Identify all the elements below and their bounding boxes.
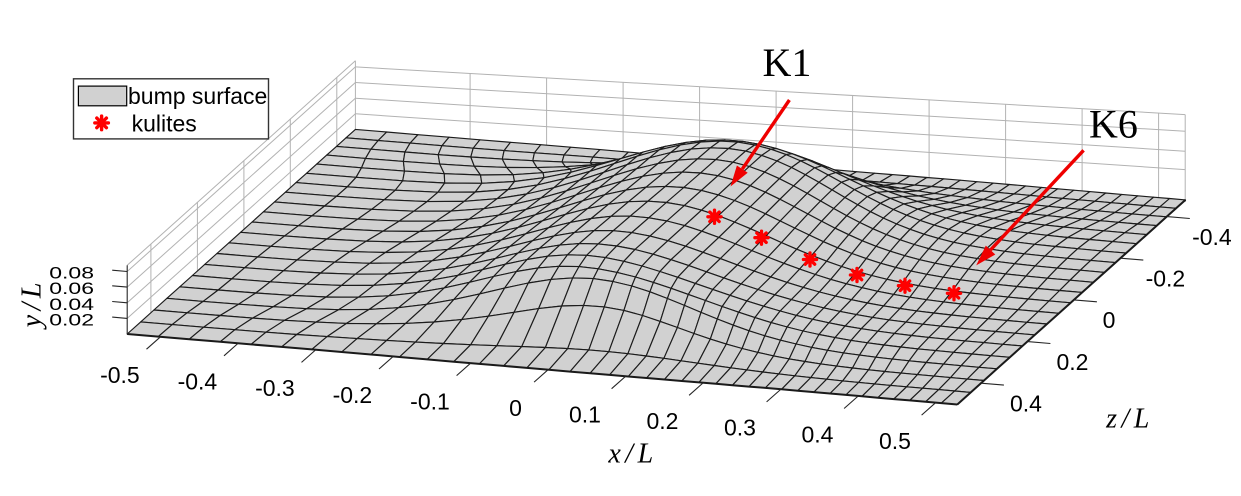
svg-text:0.4: 0.4: [802, 421, 834, 447]
svg-text:-0.1: -0.1: [410, 388, 450, 414]
svg-text:0.5: 0.5: [879, 428, 911, 454]
svg-text:-0.3: -0.3: [255, 375, 295, 401]
svg-text:-0.2: -0.2: [1146, 265, 1186, 291]
svg-text:K1: K1: [763, 40, 812, 85]
svg-text:bump surface: bump surface: [128, 83, 267, 109]
svg-text:0.2: 0.2: [1057, 349, 1089, 375]
svg-text:0: 0: [1103, 307, 1116, 333]
svg-text:x/L: x/L: [607, 439, 657, 470]
svg-text:0: 0: [509, 395, 522, 421]
svg-text:0.4: 0.4: [1010, 390, 1042, 416]
svg-text:0.3: 0.3: [724, 415, 756, 441]
svg-text:0.02: 0.02: [49, 311, 94, 330]
svg-text:0.1: 0.1: [569, 402, 601, 428]
svg-text:-0.2: -0.2: [333, 382, 373, 408]
svg-text:y/L: y/L: [17, 278, 48, 330]
svg-text:z/L: z/L: [1105, 404, 1154, 435]
svg-text:0.2: 0.2: [647, 408, 679, 434]
svg-text:K6: K6: [1089, 102, 1138, 147]
svg-text:-0.4: -0.4: [178, 369, 218, 395]
svg-text:0.04: 0.04: [49, 295, 94, 314]
svg-text:kulites: kulites: [132, 111, 197, 137]
svg-text:0.08: 0.08: [49, 264, 94, 283]
svg-text:-0.4: -0.4: [1192, 224, 1232, 250]
svg-text:0.06: 0.06: [49, 280, 94, 299]
svg-text:-0.5: -0.5: [100, 362, 140, 388]
